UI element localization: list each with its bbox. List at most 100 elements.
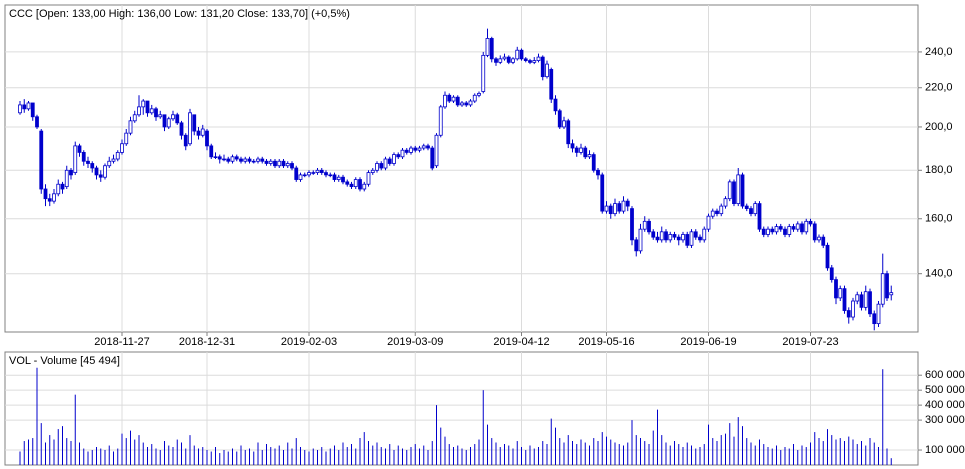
x-tick-label: 2018-12-31 (179, 336, 235, 348)
candle-body (90, 163, 95, 169)
candle-body (787, 226, 792, 235)
candle-body (727, 181, 732, 200)
candle-body (18, 104, 22, 114)
candle-body (426, 145, 430, 149)
candle-body (693, 231, 698, 238)
candle-body (417, 147, 422, 151)
candle-body (685, 234, 690, 246)
candle-body (536, 56, 541, 61)
candle-body (608, 205, 613, 215)
candle-body (795, 223, 800, 230)
candle-body (800, 223, 804, 233)
candle-body (532, 60, 537, 63)
candle-body (179, 122, 184, 136)
y-tick-label: 300 000 (925, 414, 965, 426)
candle-body (222, 158, 226, 161)
candle-body (94, 167, 99, 176)
candle-body (443, 94, 447, 108)
candle-body (613, 203, 617, 215)
volume-panel (4, 351, 919, 466)
candle-body (617, 203, 622, 212)
candle-body (103, 165, 107, 178)
candle-body (851, 300, 855, 318)
candle-body (35, 116, 39, 128)
x-tick-label: 2019-06-19 (680, 336, 736, 348)
candle-body (838, 288, 843, 299)
candle-body (451, 96, 456, 102)
candle-body (460, 102, 464, 106)
candle-body (39, 130, 44, 190)
candle-body (736, 174, 741, 205)
candle-body (64, 169, 69, 188)
candle-body (698, 236, 702, 241)
x-tick-label: 2019-02-03 (281, 336, 337, 348)
candle-body (315, 169, 320, 173)
candle-body (719, 205, 724, 215)
candle-body (689, 231, 694, 246)
candle-body (774, 226, 779, 233)
candle-body (642, 220, 647, 230)
candle-body (681, 234, 685, 241)
candle-body (311, 172, 316, 174)
candle-body (502, 56, 507, 60)
candle-body (404, 149, 409, 153)
candle-body (702, 228, 707, 241)
candle-body (778, 226, 783, 230)
candle-body (196, 130, 201, 136)
candle-body (69, 169, 73, 176)
candle-body (587, 154, 592, 158)
candle-body (481, 54, 486, 92)
y-tick-label: 500 000 (925, 384, 965, 396)
candle-body (583, 147, 588, 158)
candle-body (434, 134, 439, 167)
candle-body (506, 56, 511, 63)
candle-body (621, 200, 626, 212)
candle-body (383, 158, 388, 169)
price-panel (4, 4, 919, 333)
candle-body (26, 102, 31, 110)
candle-body (132, 114, 137, 122)
y-tick-label: 160,0 (925, 213, 953, 225)
candle-body (863, 291, 868, 308)
candle-body (783, 228, 787, 235)
candle-body (366, 172, 371, 185)
candle-body (472, 94, 477, 102)
candle-body (647, 220, 651, 233)
candle-body (52, 193, 56, 202)
candle-body (540, 56, 545, 78)
candle-body (158, 114, 163, 118)
candle-body (757, 203, 762, 230)
candle-body (47, 198, 52, 202)
candle-body (834, 279, 838, 299)
y-tick-label: 240,0 (925, 46, 953, 58)
candle-body (579, 147, 583, 153)
candle-body (523, 58, 528, 61)
candle-body (345, 181, 350, 185)
candle-body (226, 158, 231, 162)
candle-body (464, 102, 469, 106)
candle-body (808, 220, 813, 225)
candle-body (630, 208, 634, 241)
candle-body (98, 174, 103, 178)
candle-body (149, 108, 154, 114)
candle-body (825, 244, 830, 269)
y-tick-label: 220,0 (925, 82, 953, 94)
candle-body (885, 273, 889, 299)
candle-body (217, 156, 222, 160)
candle-body (880, 273, 885, 305)
candle-body (77, 145, 82, 153)
candle-body (396, 154, 401, 158)
candle-body (515, 49, 520, 60)
candle-body (353, 179, 358, 188)
candle-body (676, 236, 681, 241)
candle-body (358, 179, 362, 190)
candle-body (86, 160, 90, 164)
candle-body (842, 288, 847, 311)
candle-body (192, 114, 197, 132)
candle-body (519, 49, 524, 60)
candle-body (668, 234, 673, 241)
x-tick-label: 2019-03-09 (387, 336, 443, 348)
candle-body (124, 132, 129, 145)
candle-body (477, 92, 481, 96)
